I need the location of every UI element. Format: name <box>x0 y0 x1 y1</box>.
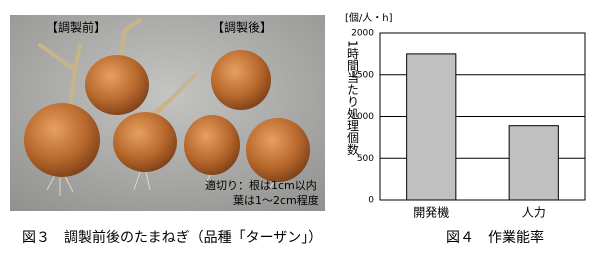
caption: 図３ 調製前後のたまねぎ（品種「ターザン」） <box>22 229 322 246</box>
onion <box>246 118 310 182</box>
y-unit: [個/人・h] <box>345 11 393 24</box>
bar <box>406 53 457 201</box>
roots <box>46 171 276 196</box>
onion <box>211 50 271 110</box>
y-tick-label: 1500 <box>351 70 374 80</box>
photo-note: 適切り：根は1cm以内 <box>205 178 317 192</box>
y-tick-label: 1000 <box>351 112 374 122</box>
onion <box>85 55 149 115</box>
photo-label: 【調製後】 <box>212 21 272 35</box>
caption: 図４ 作業能率 <box>446 229 544 246</box>
y-tick-label: 2000 <box>351 29 374 39</box>
photo-note: 葉は1～2cm程度 <box>233 193 319 207</box>
x-tick-label: 人力 <box>522 206 546 220</box>
photo-label: 【調製前】 <box>46 20 106 35</box>
bar <box>508 125 559 201</box>
y-tick-label: 0 <box>368 196 374 206</box>
chart: [個/人・h] 1時間当たり処理個数 図４ 作業能率 0 500 1000 1500 2… <box>345 11 586 246</box>
x-tick-label: 開発機 <box>413 205 449 220</box>
y-tick-label: 500 <box>357 154 374 164</box>
onion <box>184 115 240 175</box>
photo: 【調製前】 【調製後】 適切り：根は1cm以内 葉は1～2cm程度 <box>10 15 325 211</box>
onion <box>113 112 177 172</box>
stems <box>38 18 197 122</box>
y-axis-title: 1時間当たり処理個数 <box>346 40 360 156</box>
onion <box>24 103 100 177</box>
